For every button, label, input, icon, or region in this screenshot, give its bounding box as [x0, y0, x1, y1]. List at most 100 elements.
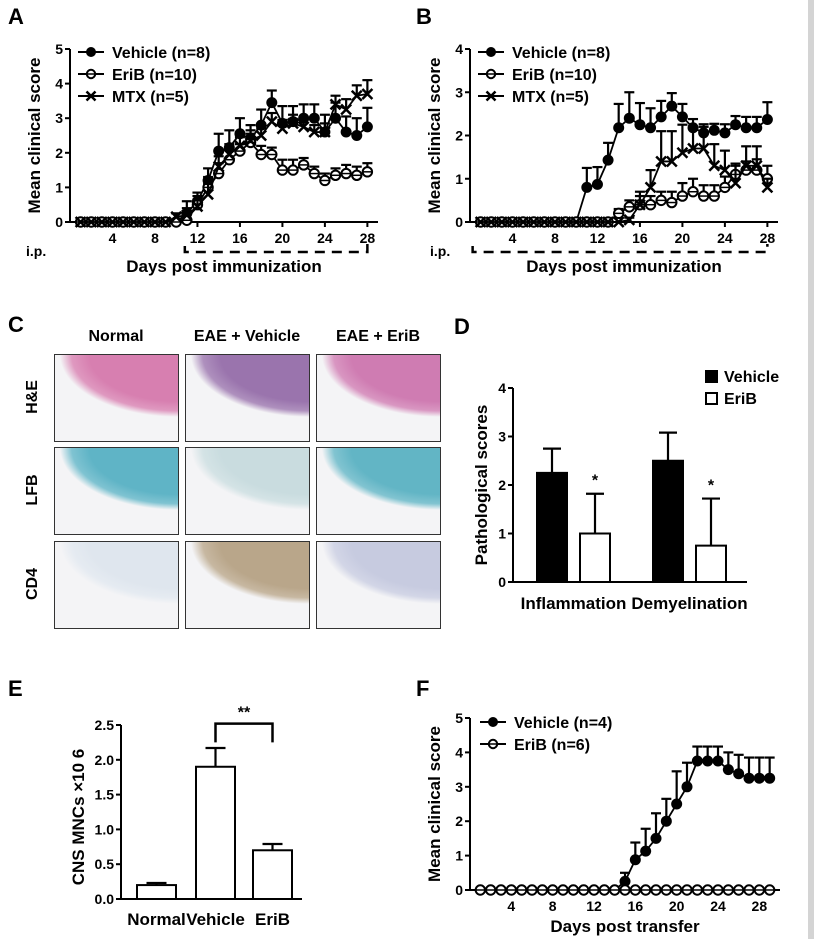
- data-point: [308, 112, 320, 124]
- data-point: [666, 100, 678, 112]
- y-tick-label: 0: [55, 214, 63, 230]
- data-point: [570, 216, 583, 228]
- y-tick-label: 2: [455, 128, 463, 144]
- data-point: [629, 854, 641, 866]
- histology-image: [54, 354, 179, 442]
- data-point: [276, 122, 289, 135]
- data-point: [612, 216, 625, 228]
- bar: [252, 849, 293, 900]
- panel-label-f: F: [416, 676, 429, 701]
- data-point: [691, 755, 703, 767]
- histology-image: [185, 447, 310, 535]
- data-point: [740, 122, 752, 134]
- data-point: [761, 113, 773, 125]
- y-axis-label: CNS MNCs ×10 6: [69, 749, 88, 886]
- data-point: [602, 154, 614, 166]
- chart-e: E 0.0 0.5 1.0 1.5 2.0 2.5 CNS MNCs ×10 6 Normal…: [8, 676, 302, 929]
- data-point: [85, 216, 98, 228]
- y-tick-label: 0: [455, 882, 463, 898]
- data-point: [549, 216, 561, 228]
- significance-marker: **: [238, 705, 251, 722]
- data-point: [730, 119, 742, 131]
- column-label: EAE + EriB: [335, 328, 421, 345]
- y-tick-label: 2.5: [95, 717, 115, 733]
- column-label: EAE + Vehicle: [193, 328, 301, 345]
- x-axis-label: Days post immunization: [526, 257, 722, 276]
- data-point: [581, 181, 593, 193]
- data-point: [740, 159, 753, 172]
- data-point: [351, 130, 363, 141]
- y-tick-label: 3: [455, 779, 463, 795]
- x-tick-label: 4: [509, 230, 517, 246]
- x-tick-label: 4: [507, 898, 515, 914]
- data-point: [361, 121, 373, 133]
- data-point: [340, 126, 352, 138]
- data-point: [687, 122, 699, 134]
- data-point: [591, 178, 603, 190]
- y-axis-label: Mean clinical score: [425, 726, 444, 882]
- y-tick-label: 5: [55, 41, 63, 57]
- data-point: [719, 164, 731, 176]
- x-tick-label: 28: [760, 230, 776, 246]
- data-point: [729, 177, 742, 189]
- x-tick-label: 16: [628, 898, 644, 914]
- scrollbar[interactable]: [808, 0, 814, 939]
- histology-image: [316, 354, 441, 442]
- x-category-label: Inflammation: [521, 594, 627, 613]
- data-point: [266, 97, 278, 109]
- x-tick-label: 12: [190, 230, 206, 246]
- legend-label: EriB (n=10): [112, 67, 197, 84]
- bar: [652, 459, 684, 583]
- data-point: [687, 142, 699, 155]
- significance-marker: *: [708, 478, 715, 495]
- x-tick-label: 24: [717, 230, 733, 246]
- data-point: [681, 781, 693, 793]
- data-point: [495, 216, 508, 228]
- x-tick-label: 20: [275, 230, 291, 246]
- data-point: [538, 216, 551, 228]
- data-point: [213, 145, 225, 157]
- panel-label-b: B: [416, 4, 432, 29]
- data-point: [319, 126, 331, 138]
- row-label: H&E: [24, 380, 41, 414]
- data-point: [74, 216, 87, 228]
- x-tick-label: 8: [551, 230, 559, 246]
- data-point: [202, 188, 214, 201]
- histology-image: [316, 447, 441, 535]
- y-tick-label: 2: [55, 145, 63, 161]
- bar: [195, 765, 236, 901]
- legend-marker: [86, 47, 96, 57]
- x-axis-label: Days post immunization: [126, 257, 322, 276]
- series-2: [474, 123, 774, 228]
- data-point: [708, 159, 721, 172]
- y-tick-label: 3: [498, 429, 506, 445]
- data-point: [244, 134, 257, 147]
- y-tick-label: 1: [55, 179, 63, 195]
- y-tick-label: 3: [55, 110, 63, 126]
- panel-label-e: E: [8, 676, 23, 701]
- bar: [536, 471, 568, 583]
- series-line: [480, 147, 769, 223]
- legend-label: Vehicle (n=8): [112, 45, 210, 62]
- ip-annotation: i.p.: [26, 243, 46, 259]
- data-point: [350, 89, 363, 102]
- x-tick-label: 24: [317, 230, 333, 246]
- treatment-period-bar: [183, 244, 369, 254]
- significance-bracket: [214, 722, 274, 743]
- x-tick-label: 28: [752, 898, 768, 914]
- x-tick-label: 12: [586, 898, 602, 914]
- y-tick-label: 1: [455, 171, 463, 187]
- data-point: [361, 88, 374, 100]
- data-point: [676, 111, 688, 123]
- y-tick-label: 4: [55, 76, 63, 92]
- data-point: [265, 115, 278, 128]
- data-point: [474, 216, 487, 228]
- bar: [579, 532, 611, 583]
- data-point: [719, 127, 731, 139]
- legend-label: EriB (n=6): [514, 737, 590, 754]
- data-point: [613, 122, 625, 134]
- significance-marker: *: [592, 473, 599, 490]
- series-2: [74, 79, 374, 228]
- data-point: [287, 117, 299, 130]
